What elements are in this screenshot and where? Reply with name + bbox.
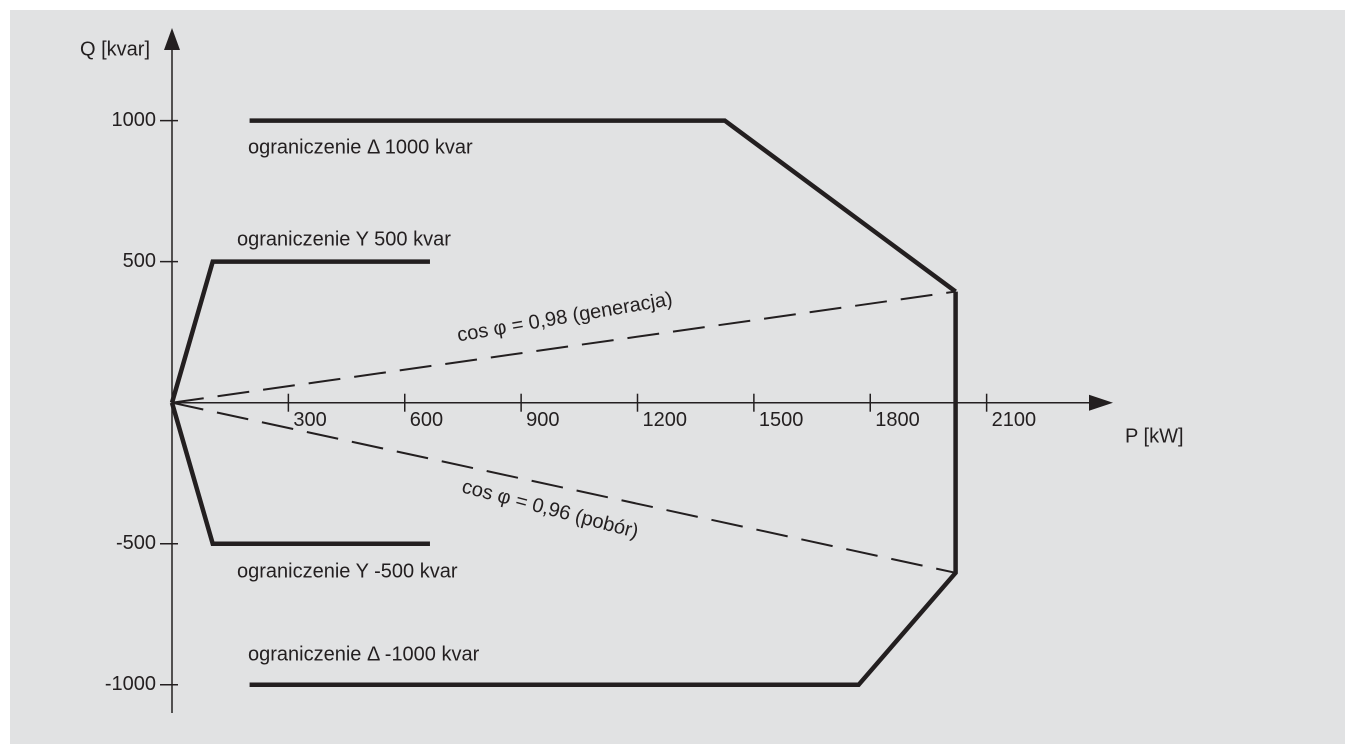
y-axis-arrow <box>164 28 180 50</box>
x-tick-label: 2100 <box>992 409 1037 431</box>
series-label: ograniczenie Y 500 kvar <box>237 228 451 250</box>
x-tick-label: 900 <box>526 409 559 431</box>
x-tick-label: 300 <box>293 409 326 431</box>
series-line <box>171 290 956 404</box>
series-line <box>249 118 957 294</box>
x-tick-label: 1200 <box>643 409 688 431</box>
x-tick-label: 1800 <box>875 409 920 431</box>
series-line <box>249 291 958 688</box>
x-axis-arrow <box>1089 394 1113 411</box>
x-axis-label: P [kW] <box>1125 425 1184 447</box>
series-label: ograniczenie Δ -1000 kvar <box>248 643 480 665</box>
series-line <box>171 401 956 574</box>
x-tick-label: 600 <box>410 409 443 431</box>
y-tick-label: -500 <box>116 532 156 554</box>
series-label: ograniczenie Y -500 kvar <box>237 560 458 582</box>
series-line <box>169 402 430 546</box>
plot-background <box>10 10 1345 744</box>
series-line <box>169 259 430 404</box>
x-tick-label: 1500 <box>759 409 804 431</box>
y-tick-label: 500 <box>123 250 156 272</box>
y-axis-label: Q [kvar] <box>80 38 150 60</box>
y-tick-label: 1000 <box>112 109 157 131</box>
series-label: ograniczenie Δ 1000 kvar <box>248 136 473 158</box>
y-tick-label: -1000 <box>105 673 156 695</box>
